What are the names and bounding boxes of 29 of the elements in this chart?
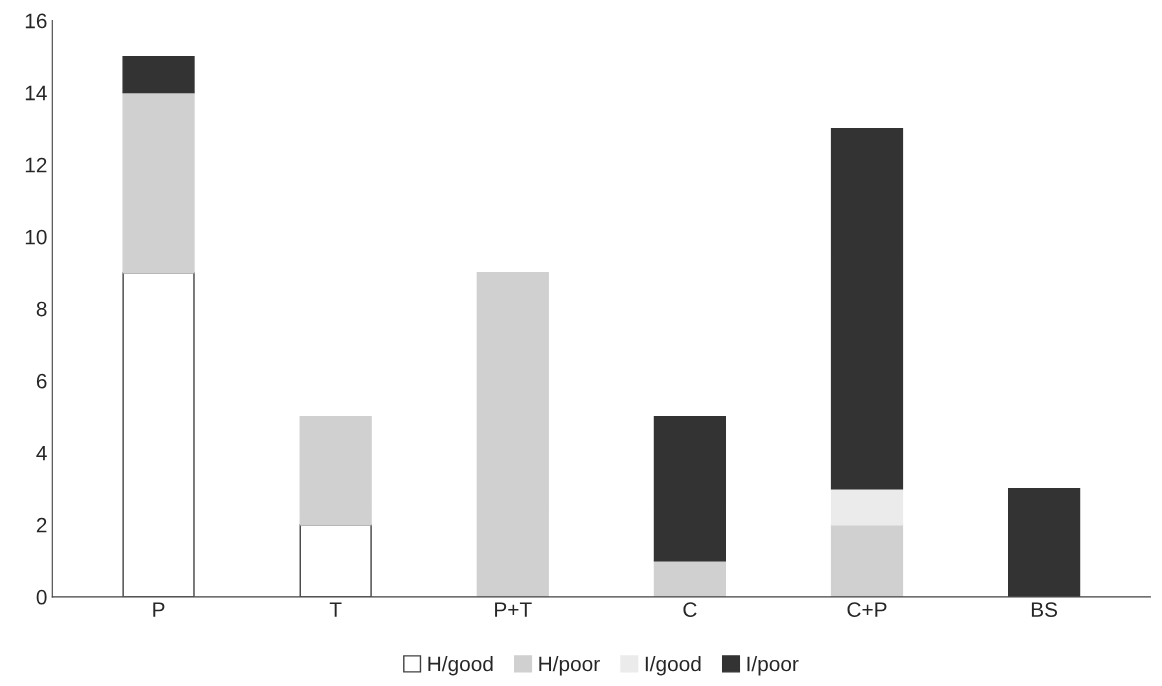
bar xyxy=(830,524,904,597)
y-tick-label: 16 xyxy=(25,13,47,29)
x-tick-label: C xyxy=(683,602,697,617)
bar xyxy=(299,416,372,526)
y-tick-label: 14 xyxy=(25,85,47,101)
y-tick-label: 12 xyxy=(25,157,47,173)
x-tick-label: C+P xyxy=(847,602,887,617)
bar xyxy=(1007,488,1081,597)
bar xyxy=(830,127,904,490)
bar xyxy=(476,271,549,597)
bar xyxy=(122,91,195,274)
y-tick-label: 8 xyxy=(36,301,47,317)
bar xyxy=(830,488,904,526)
y-tick-label: 2 xyxy=(36,517,47,533)
x-tick-label: P xyxy=(153,602,165,617)
legend-label: H/good xyxy=(428,656,493,676)
legend-label: I/poor xyxy=(747,656,799,676)
x-tick-label: BS xyxy=(1031,602,1058,617)
y-tick-label: 4 xyxy=(36,445,47,461)
bar xyxy=(122,55,195,94)
y-tick-label: 6 xyxy=(36,373,47,389)
x-tick-label: T xyxy=(329,602,342,617)
y-tick-label: 10 xyxy=(25,229,47,245)
y-tick-label: 0 xyxy=(36,589,47,605)
bar xyxy=(653,416,727,562)
bar xyxy=(653,560,727,597)
x-tick-label: P+T xyxy=(495,602,532,617)
legend-label: H/poor xyxy=(539,656,600,676)
legend-label: I/good xyxy=(645,656,701,676)
